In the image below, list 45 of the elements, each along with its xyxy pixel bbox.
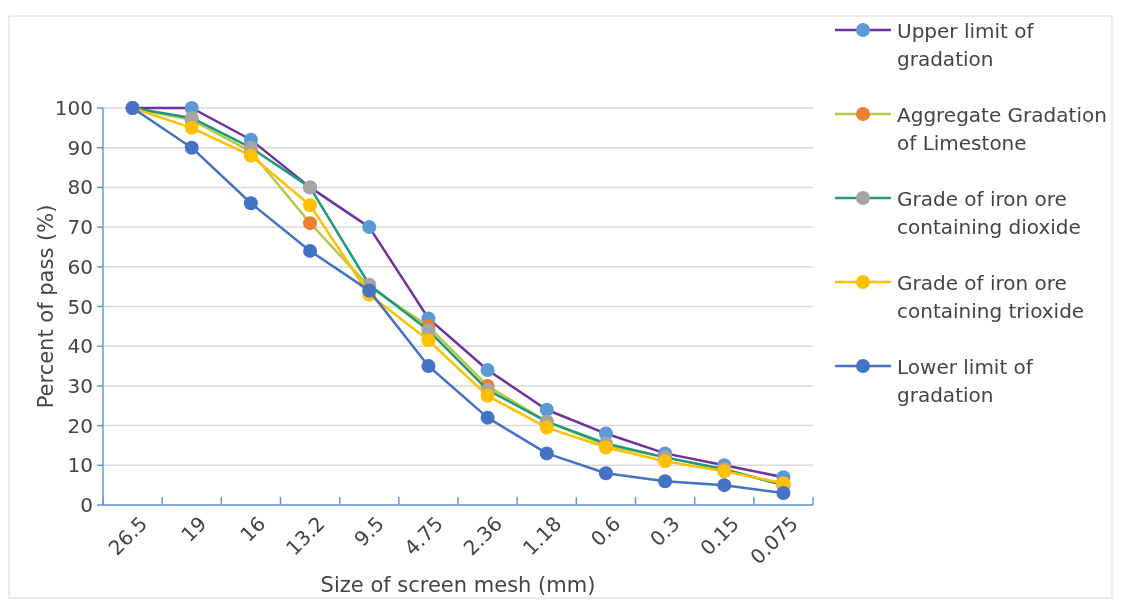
point <box>362 283 377 298</box>
x-tick-label: 16 <box>235 511 271 547</box>
y-tick-label: 10 <box>67 453 93 478</box>
x-tick-label: 0.3 <box>645 511 685 551</box>
point <box>598 466 613 481</box>
point <box>362 220 377 235</box>
y-tick-label: 100 <box>54 96 93 120</box>
point <box>303 243 318 258</box>
point <box>776 486 791 501</box>
x-tick-label: 9.5 <box>349 511 389 551</box>
legend-label: Upper limit of gradation <box>897 19 1035 71</box>
y-tick-label: 30 <box>67 373 93 398</box>
point <box>658 454 673 469</box>
legend-label: Grade of iron ore containing trioxide <box>897 271 1085 323</box>
point <box>717 478 732 493</box>
y-tick-label: 80 <box>67 175 93 200</box>
y-tick-label: 70 <box>67 215 93 240</box>
x-axis-title: Size of screen mesh (mm) <box>320 573 596 597</box>
point <box>243 196 258 211</box>
y-axis-title: Percent of pass (%) <box>34 204 58 409</box>
y-tick-label: 0 <box>80 493 93 517</box>
legend-label: Grade of iron ore containing dioxide <box>897 187 1081 239</box>
point <box>539 420 554 435</box>
point <box>658 474 673 489</box>
point <box>303 198 318 213</box>
legend-label: Aggregate Gradation of Limestone <box>897 103 1107 155</box>
point <box>480 363 495 378</box>
y-tick-label: 60 <box>67 254 93 279</box>
y-tick-label: 50 <box>67 294 93 319</box>
point <box>480 410 495 425</box>
point <box>539 446 554 461</box>
legend-label: Lower limit of gradation <box>897 355 1034 407</box>
point <box>184 140 199 155</box>
point <box>243 148 258 163</box>
y-tick-label: 40 <box>67 334 93 359</box>
point <box>539 402 554 417</box>
point <box>480 388 495 403</box>
point <box>303 216 318 231</box>
x-tick-label: 0.6 <box>585 511 626 551</box>
y-tick-label: 90 <box>67 135 93 160</box>
x-tick-label: 19 <box>176 511 212 547</box>
point <box>421 359 436 374</box>
point <box>421 333 436 348</box>
y-tick-label: 20 <box>67 413 93 438</box>
point <box>184 120 199 135</box>
